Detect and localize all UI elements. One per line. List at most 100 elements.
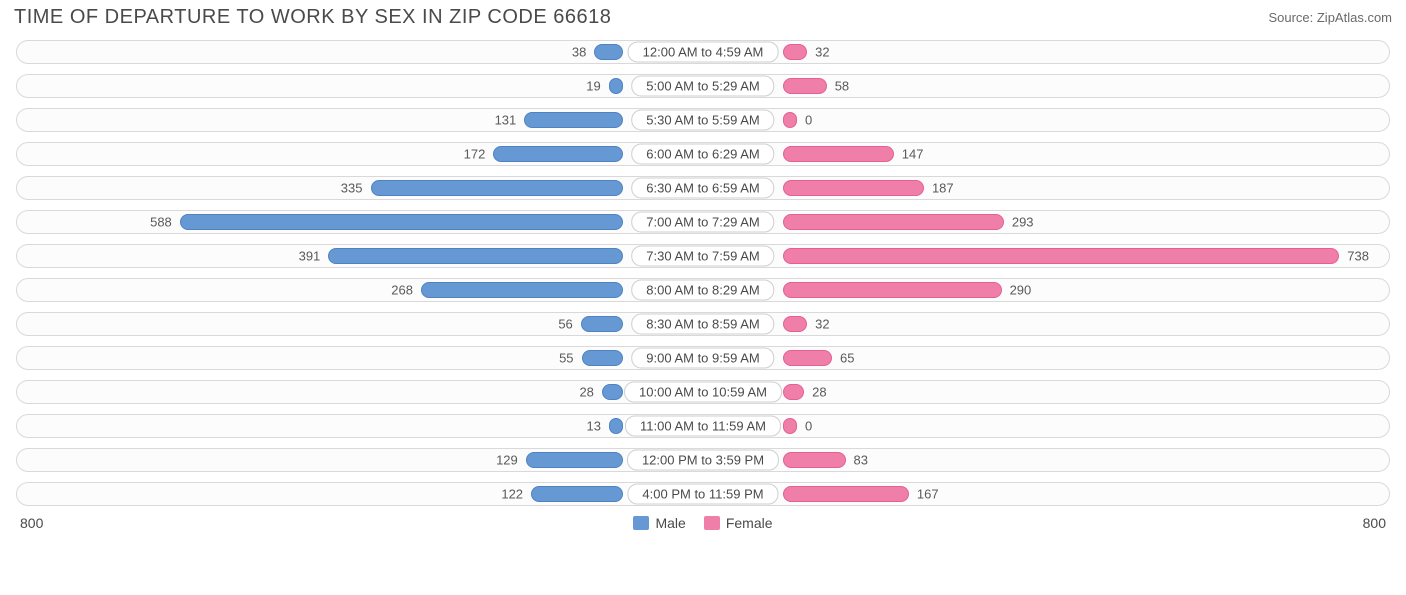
row-category-label: 10:00 AM to 10:59 AM xyxy=(624,382,782,403)
chart-row: 1221674:00 PM to 11:59 PM xyxy=(14,477,1392,511)
axis-label-right: 800 xyxy=(1363,515,1386,531)
bar-female xyxy=(783,452,846,468)
value-male: 335 xyxy=(341,181,363,196)
chart-row: 55 65 9:00 AM to 9:59 AM xyxy=(14,341,1392,375)
chart-row: 56 32 8:30 AM to 8:59 AM xyxy=(14,307,1392,341)
bar-female xyxy=(783,418,797,434)
bar-female xyxy=(783,180,924,196)
row-half-right: 293 xyxy=(703,205,1392,239)
row-half-right: 32 xyxy=(703,307,1392,341)
value-male: 28 xyxy=(579,385,593,400)
chart-row: 28 28 10:00 AM to 10:59 AM xyxy=(14,375,1392,409)
row-half-left: 19 xyxy=(14,69,703,103)
value-female: 0 xyxy=(805,419,812,434)
row-category-label: 7:00 AM to 7:29 AM xyxy=(631,212,774,233)
legend-item-male: Male xyxy=(633,515,685,531)
row-half-right: 32 xyxy=(703,35,1392,69)
bar-female xyxy=(783,384,804,400)
legend-label-female: Female xyxy=(726,515,773,531)
row-category-label: 6:30 AM to 6:59 AM xyxy=(631,178,774,199)
value-female: 32 xyxy=(815,317,829,332)
bar-female xyxy=(783,112,797,128)
chart-row: 38 3212:00 AM to 4:59 AM xyxy=(14,35,1392,69)
chart-row: 13 0 11:00 AM to 11:59 AM xyxy=(14,409,1392,443)
bar-male xyxy=(531,486,623,502)
chart-row: 13105:30 AM to 5:59 AM xyxy=(14,103,1392,137)
bar-male xyxy=(582,350,623,366)
value-female: 290 xyxy=(1010,283,1032,298)
row-half-right: 83 xyxy=(703,443,1392,477)
value-male: 588 xyxy=(150,215,172,230)
chart-row: 129 83 12:00 PM to 3:59 PM xyxy=(14,443,1392,477)
bar-female xyxy=(783,214,1004,230)
value-female: 738 xyxy=(1347,249,1369,264)
row-category-label: 9:00 AM to 9:59 AM xyxy=(631,348,774,369)
row-half-right: 147 xyxy=(703,137,1392,171)
value-male: 56 xyxy=(558,317,572,332)
value-female: 28 xyxy=(812,385,826,400)
row-half-right: 65 xyxy=(703,341,1392,375)
bar-male xyxy=(526,452,623,468)
value-male: 13 xyxy=(587,419,601,434)
bar-male xyxy=(493,146,623,162)
bar-female xyxy=(783,248,1339,264)
value-male: 172 xyxy=(464,147,486,162)
value-male: 268 xyxy=(391,283,413,298)
value-female: 0 xyxy=(805,113,812,128)
value-female: 65 xyxy=(840,351,854,366)
bar-male xyxy=(581,316,623,332)
chart-footer: 800 Male Female 800 xyxy=(0,511,1406,531)
axis-label-left: 800 xyxy=(20,515,43,531)
row-half-right: 187 xyxy=(703,171,1392,205)
bar-female xyxy=(783,282,1002,298)
chart-source: Source: ZipAtlas.com xyxy=(1268,10,1392,25)
row-half-left: 172 xyxy=(14,137,703,171)
bar-male xyxy=(594,44,623,60)
chart-title: TIME OF DEPARTURE TO WORK BY SEX IN ZIP … xyxy=(14,6,611,29)
row-category-label: 11:00 AM to 11:59 AM xyxy=(625,416,781,437)
chart-row: 391 738 7:30 AM to 7:59 AM xyxy=(14,239,1392,273)
value-female: 58 xyxy=(835,79,849,94)
chart-row: 19 58 5:00 AM to 5:29 AM xyxy=(14,69,1392,103)
bar-female xyxy=(783,350,832,366)
row-category-label: 7:30 AM to 7:59 AM xyxy=(631,246,774,267)
bar-male xyxy=(371,180,624,196)
row-half-left: 38 xyxy=(14,35,703,69)
row-category-label: 5:00 AM to 5:29 AM xyxy=(631,76,774,97)
bar-male xyxy=(524,112,623,128)
row-half-left: 28 xyxy=(14,375,703,409)
row-half-left: 13 xyxy=(14,409,703,443)
value-male: 38 xyxy=(572,45,586,60)
bar-female xyxy=(783,316,807,332)
value-female: 147 xyxy=(902,147,924,162)
row-half-left: 122 xyxy=(14,477,703,511)
row-half-left: 131 xyxy=(14,103,703,137)
chart-row: 268 290 8:00 AM to 8:29 AM xyxy=(14,273,1392,307)
row-half-left: 391 xyxy=(14,239,703,273)
value-male: 122 xyxy=(501,487,523,502)
legend: Male Female xyxy=(633,515,772,531)
row-half-right: 167 xyxy=(703,477,1392,511)
value-female: 293 xyxy=(1012,215,1034,230)
chart-header: TIME OF DEPARTURE TO WORK BY SEX IN ZIP … xyxy=(0,0,1406,33)
row-half-right: 28 xyxy=(703,375,1392,409)
row-half-right: 58 xyxy=(703,69,1392,103)
bar-female xyxy=(783,44,807,60)
row-category-label: 12:00 AM to 4:59 AM xyxy=(628,42,779,63)
bar-male xyxy=(180,214,623,230)
row-half-right: 0 xyxy=(703,409,1392,443)
value-male: 55 xyxy=(559,351,573,366)
value-male: 131 xyxy=(495,113,517,128)
row-half-right: 290 xyxy=(703,273,1392,307)
row-category-label: 8:00 AM to 8:29 AM xyxy=(631,280,774,301)
row-category-label: 12:00 PM to 3:59 PM xyxy=(627,450,779,471)
row-half-right: 0 xyxy=(703,103,1392,137)
row-half-right: 738 xyxy=(703,239,1392,273)
row-half-left: 588 xyxy=(14,205,703,239)
row-category-label: 6:00 AM to 6:29 AM xyxy=(631,144,774,165)
bar-female xyxy=(783,78,827,94)
row-half-left: 335 xyxy=(14,171,703,205)
value-female: 83 xyxy=(854,453,868,468)
row-category-label: 8:30 AM to 8:59 AM xyxy=(631,314,774,335)
row-half-left: 129 xyxy=(14,443,703,477)
